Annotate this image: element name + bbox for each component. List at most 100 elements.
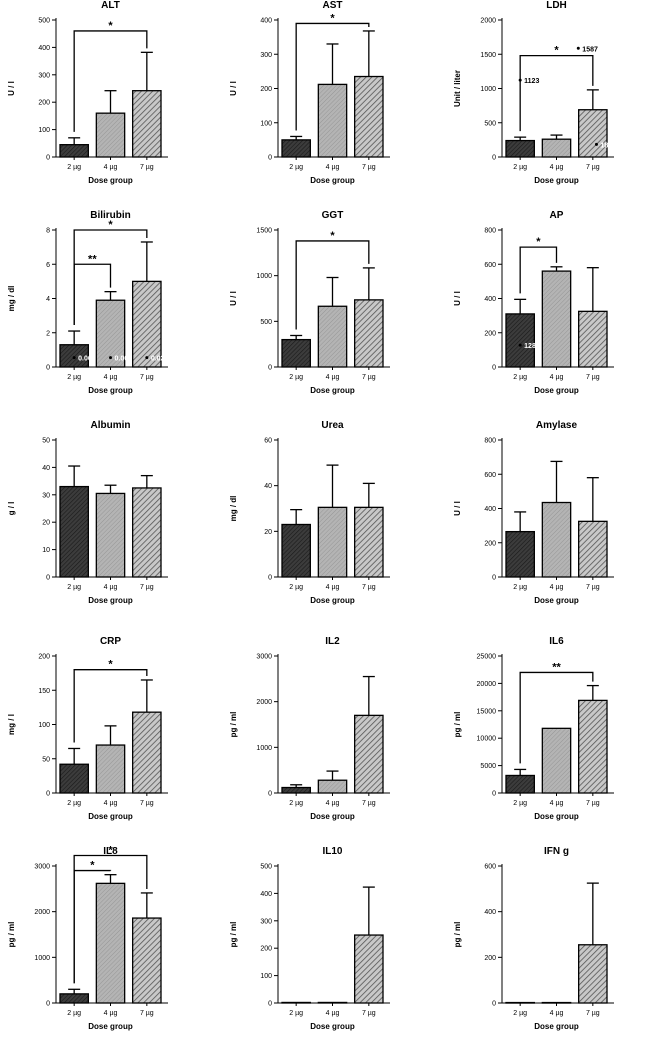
y-tick-label: 1500 bbox=[256, 228, 272, 235]
bar-il2-7-g bbox=[354, 714, 384, 794]
y-tick-label: 15000 bbox=[477, 708, 497, 715]
x-tick-label: 2 µg bbox=[513, 584, 527, 591]
significance-bracket bbox=[73, 229, 148, 326]
bar-albumin-4-g bbox=[95, 492, 126, 578]
y-tick-label: 10000 bbox=[477, 736, 497, 743]
bar-il2-2-g bbox=[281, 786, 311, 794]
y-tick-label: 0 bbox=[46, 1001, 50, 1008]
y-tick-label: 500 bbox=[484, 120, 496, 127]
chart-panel-ifng: IFN g pg / ml 0 200 400 600 2 µg 4 µg 7 µg Dose g… bbox=[453, 846, 614, 1031]
x-axis-label: Dose group bbox=[88, 812, 133, 821]
y-tick-label: 500 bbox=[260, 319, 272, 326]
bar-ap-4-g bbox=[541, 270, 572, 368]
y-tick-label: 8 bbox=[46, 228, 50, 235]
chart-title: IL10 bbox=[322, 846, 342, 857]
x-axis-label: Dose group bbox=[88, 176, 133, 185]
significance-label: * bbox=[108, 844, 113, 856]
outlier-label: 1587 bbox=[582, 46, 598, 53]
x-tick-label: 4 µg bbox=[104, 164, 118, 171]
x-tick-label: 7 µg bbox=[362, 374, 376, 381]
significance-bracket bbox=[519, 54, 594, 132]
y-tick-label: 400 bbox=[260, 891, 272, 898]
chart-panel-ggt: GGT U / l 0 500 1000 1500 2 µg 4 µg 7 µg Dose gro… bbox=[229, 210, 390, 395]
x-tick-label: 4 µg bbox=[326, 374, 340, 381]
y-tick-label: 400 bbox=[484, 909, 496, 916]
y-tick-label: 0 bbox=[492, 791, 496, 798]
y-tick-label: 800 bbox=[484, 228, 496, 235]
y-tick-label: 600 bbox=[484, 262, 496, 269]
bar-urea-4-g bbox=[317, 506, 348, 578]
y-tick-label: 600 bbox=[484, 864, 496, 871]
x-axis-label: Dose group bbox=[534, 176, 579, 185]
bar-amylase-7-g bbox=[578, 520, 608, 578]
bar-crp-2-g bbox=[59, 763, 89, 794]
y-axis-label: U / l bbox=[453, 291, 462, 306]
chart-panel-urea: Urea mg / dl 0 20 40 60 2 µg 4 µg 7 µg Dose group bbox=[229, 420, 390, 605]
chart-title: Albumin bbox=[91, 420, 131, 431]
significance-label: * bbox=[554, 45, 559, 57]
x-axis-label: Dose group bbox=[310, 176, 355, 185]
x-axis-label: Dose group bbox=[88, 386, 133, 395]
significance-label: * bbox=[90, 860, 95, 872]
y-tick-label: 300 bbox=[260, 52, 272, 59]
y-tick-label: 200 bbox=[260, 86, 272, 93]
chart-title: LDH bbox=[546, 0, 567, 11]
chart-title: AP bbox=[550, 210, 564, 221]
x-tick-label: 2 µg bbox=[289, 374, 303, 381]
y-axis-label: U / l bbox=[7, 81, 16, 96]
bar-il10-2-g bbox=[281, 1001, 311, 1004]
y-tick-label: 3000 bbox=[256, 654, 272, 661]
bar-crp-4-g bbox=[95, 744, 126, 794]
y-tick-label: 100 bbox=[38, 127, 50, 134]
outlier-label: 0.06 bbox=[115, 356, 129, 363]
x-tick-label: 2 µg bbox=[513, 374, 527, 381]
x-tick-label: 7 µg bbox=[586, 1010, 600, 1017]
y-tick-label: 100 bbox=[38, 722, 50, 729]
y-tick-label: 0 bbox=[492, 1001, 496, 1008]
x-axis-label: Dose group bbox=[310, 1022, 355, 1031]
significance-bracket bbox=[519, 671, 594, 764]
x-axis-label: Dose group bbox=[534, 812, 579, 821]
y-tick-label: 5000 bbox=[480, 763, 496, 770]
bar-il6-7-g bbox=[578, 699, 608, 794]
bar-amylase-4-g bbox=[541, 501, 572, 578]
y-tick-label: 1000 bbox=[34, 955, 50, 962]
y-tick-label: 40 bbox=[42, 465, 50, 472]
x-tick-label: 4 µg bbox=[326, 1010, 340, 1017]
significance-bracket bbox=[519, 246, 558, 294]
y-tick-label: 40 bbox=[264, 483, 272, 490]
bar-il8-7-g bbox=[132, 917, 162, 1004]
significance-bracket bbox=[73, 854, 148, 984]
x-tick-label: 7 µg bbox=[140, 584, 154, 591]
outlier-label: 0.06 bbox=[78, 356, 92, 363]
bar-ast-7-g bbox=[354, 75, 384, 158]
chart-panel-amylase: Amylase U / l 0 200 400 600 800 2 µg 4 µg 7 µg Dos… bbox=[453, 420, 614, 605]
outlier-point bbox=[109, 356, 112, 360]
x-tick-label: 2 µg bbox=[289, 584, 303, 591]
y-tick-label: 200 bbox=[484, 955, 496, 962]
y-tick-label: 200 bbox=[260, 946, 272, 953]
outlier-point bbox=[518, 78, 522, 82]
x-tick-label: 2 µg bbox=[289, 164, 303, 171]
x-tick-label: 4 µg bbox=[104, 584, 118, 591]
significance-label: * bbox=[330, 230, 335, 242]
significance-label: * bbox=[108, 20, 113, 32]
y-tick-label: 0 bbox=[268, 365, 272, 372]
bar-alt-7-g bbox=[132, 90, 162, 158]
chart-panel-albumin: Albumin g / l 0 10 20 30 40 50 2 µg 4 µg 7 µg Dose … bbox=[7, 420, 168, 605]
y-tick-label: 0 bbox=[268, 791, 272, 798]
significance-bracket bbox=[73, 669, 148, 743]
significance-bracket bbox=[73, 30, 148, 132]
bar-il6-2-g bbox=[505, 774, 535, 794]
chart-title: ALT bbox=[101, 0, 120, 11]
x-tick-label: 4 µg bbox=[104, 800, 118, 807]
significance-bracket bbox=[295, 22, 370, 131]
bar-ast-2-g bbox=[281, 139, 311, 158]
y-tick-label: 4 bbox=[46, 296, 50, 303]
bar-alt-2-g bbox=[59, 144, 89, 158]
y-tick-label: 25000 bbox=[477, 654, 497, 661]
chart-panel-il8: IL8 pg / ml 0 1000 2000 3000 2 µg 4 µg 7 µg Dose … bbox=[7, 844, 168, 1031]
x-axis-label: Dose group bbox=[88, 1022, 133, 1031]
x-tick-label: 7 µg bbox=[586, 584, 600, 591]
y-tick-label: 0 bbox=[46, 365, 50, 372]
